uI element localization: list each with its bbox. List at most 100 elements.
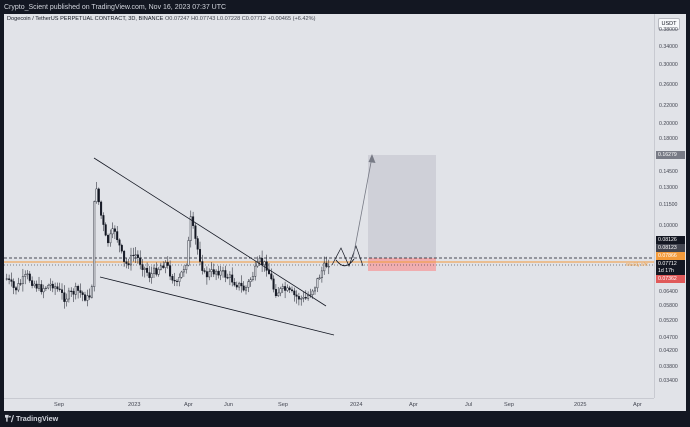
candle-body: [102, 215, 105, 225]
wedge-lower-trendline[interactable]: [99, 276, 335, 336]
candle-body: [159, 265, 162, 270]
weekly-level-tag: 0.07866: [656, 252, 685, 260]
candle-body: [309, 294, 312, 296]
candle-body: [155, 267, 158, 275]
price-tick: 0.38000: [659, 27, 678, 33]
price-tick: 0.04200: [659, 348, 678, 354]
candle-body: [116, 231, 119, 241]
price-tick: 0.22000: [659, 103, 678, 109]
candle-body: [288, 287, 291, 290]
symbol-title: Dogecoin / TetherUS PERPETUAL CONTRACT, …: [7, 16, 164, 22]
candle-body: [134, 254, 137, 256]
candle-body: [86, 295, 89, 301]
candle-body: [72, 290, 75, 295]
candle-body: [254, 265, 257, 277]
candle-body: [196, 238, 199, 250]
time-tick: Apr: [184, 402, 193, 408]
candle-body: [182, 269, 185, 273]
price-axis[interactable]: USDT 0.38000 0.34000 0.30000 0.26000 0.2…: [654, 14, 686, 398]
candle-body: [224, 270, 227, 278]
candle-body: [129, 254, 132, 266]
candle-body: [65, 298, 68, 302]
candle-body: [180, 271, 183, 278]
candle-body: [258, 258, 261, 263]
candle-body: [318, 277, 321, 279]
price-tick: 0.20000: [659, 121, 678, 127]
candle-body: [242, 285, 245, 291]
plot-area[interactable]: Dogecoin / TetherUS PERPETUAL CONTRACT, …: [4, 14, 654, 398]
wedge-upper-trendline[interactable]: [93, 157, 327, 307]
candle-body: [166, 262, 169, 266]
candle-body: [118, 239, 121, 246]
candle-body: [316, 278, 319, 289]
candle-body: [208, 271, 211, 278]
candle-body: [49, 283, 52, 286]
candle-body: [189, 216, 192, 241]
candle-body: [212, 269, 215, 275]
candle-body: [291, 289, 294, 292]
candle-body: [203, 270, 206, 272]
candle-body: [323, 262, 326, 272]
candle-body: [240, 282, 243, 287]
target-arrow[interactable]: [352, 156, 373, 259]
candle-body: [63, 292, 66, 302]
candle-body: [231, 274, 234, 283]
candle-body: [270, 273, 273, 280]
candle-body: [47, 285, 50, 289]
candle-body: [210, 269, 213, 272]
candle-body: [31, 280, 34, 286]
candle-body: [247, 281, 250, 288]
candle-body: [93, 201, 96, 287]
candle-body: [123, 250, 126, 262]
candle-body: [205, 271, 208, 278]
candle-body: [284, 286, 287, 291]
candle-body: [272, 278, 275, 290]
candle-body: [173, 279, 176, 282]
time-axis[interactable]: Sep 2023 Apr Jun Sep 2024 Apr Jul Sep 20…: [4, 398, 654, 411]
candle-body: [286, 287, 289, 291]
time-tick: Jul: [465, 402, 473, 408]
candle-body: [201, 261, 204, 271]
candle-body: [141, 264, 144, 270]
time-tick: Sep: [54, 402, 64, 408]
cup-handle-curve[interactable]: [335, 258, 355, 267]
candle-body: [90, 286, 93, 298]
target-zone: [368, 155, 436, 258]
candle-body: [113, 228, 116, 232]
candle-body: [320, 270, 323, 279]
chart-panel[interactable]: Dogecoin / TetherUS PERPETUAL CONTRACT, …: [4, 14, 686, 411]
candle-body: [104, 224, 107, 236]
price-tick: 0.10000: [659, 223, 678, 229]
currency-button[interactable]: USDT: [658, 18, 680, 30]
candle-body: [38, 284, 41, 289]
candle-body: [67, 290, 70, 300]
chart-canvas[interactable]: [4, 14, 654, 398]
candle-body: [311, 290, 314, 295]
symbol-legend: Dogecoin / TetherUS PERPETUAL CONTRACT, …: [7, 16, 315, 22]
projection-path[interactable]: [331, 244, 364, 267]
candle-body: [77, 286, 80, 291]
candle-body: [106, 235, 109, 244]
candle-body: [194, 225, 197, 239]
candle-body: [146, 267, 149, 273]
candle-body: [215, 270, 218, 275]
price-tick: 0.14500: [659, 169, 678, 175]
weekly-level-label: Weekly S/R: [626, 262, 648, 267]
target-price-tag: 0.16279: [656, 151, 685, 159]
candle-body: [152, 267, 155, 274]
candle-body: [26, 273, 29, 275]
candle-body: [81, 292, 84, 295]
price-tag: 0.08123: [656, 244, 685, 252]
candle-body: [8, 278, 11, 280]
candle-body: [148, 272, 151, 278]
candle-body: [325, 262, 328, 267]
candle-body: [251, 276, 254, 280]
candle-body: [300, 298, 303, 300]
candle-body: [256, 261, 259, 267]
footer-bar: TradingView: [0, 411, 690, 427]
candle-body: [83, 294, 86, 301]
candle-body: [35, 283, 38, 289]
time-tick: 2023: [128, 402, 141, 408]
time-tick: Apr: [409, 402, 418, 408]
